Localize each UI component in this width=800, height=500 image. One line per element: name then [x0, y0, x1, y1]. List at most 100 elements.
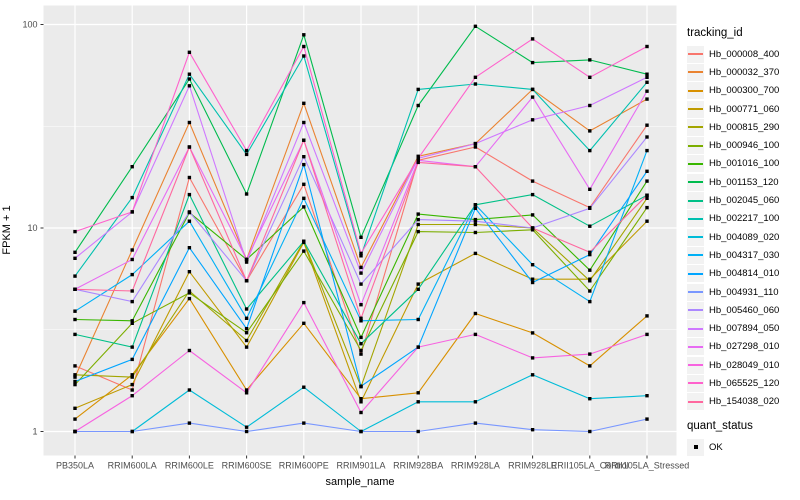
data-point: [645, 169, 649, 173]
data-point: [302, 239, 306, 243]
data-point: [588, 129, 592, 133]
data-point: [645, 179, 649, 183]
data-point: [588, 187, 592, 191]
data-point: [416, 345, 420, 349]
data-point: [588, 103, 592, 108]
x-tick-label: RRIM928BA: [393, 461, 443, 471]
legend-label: Hb_065525_120: [709, 377, 780, 389]
data-point: [473, 75, 478, 79]
data-point: [187, 175, 192, 180]
data-point: [73, 317, 77, 322]
data-point: [244, 391, 249, 395]
data-point: [187, 84, 192, 88]
data-point: [530, 213, 535, 217]
data-point: [416, 222, 420, 227]
legend-line-swatch: [688, 382, 703, 385]
data-point: [73, 429, 77, 434]
data-point: [588, 250, 592, 254]
data-point: [244, 152, 249, 157]
data-point: [416, 287, 420, 291]
data-point: [416, 229, 420, 234]
legend-key: [687, 192, 704, 210]
data-point: [359, 303, 363, 307]
data-point: [244, 425, 249, 429]
legend-line-swatch: [688, 217, 703, 220]
legend-key: [687, 228, 704, 246]
data-point: [359, 235, 363, 239]
legend-label: Hb_000771_060: [709, 103, 780, 115]
legend-line-swatch: [688, 199, 703, 202]
data-point: [130, 210, 134, 214]
data-point: [302, 421, 306, 425]
data-point: [73, 256, 77, 260]
legend-entry: Hb_004089_020: [687, 228, 799, 246]
data-point: [416, 160, 420, 165]
data-point: [244, 388, 249, 392]
data-point: [244, 260, 249, 264]
legend-label: Hb_002217_100: [709, 213, 780, 225]
data-point: [302, 155, 306, 159]
data-point: [645, 196, 649, 200]
data-point: [359, 251, 363, 256]
data-point: [130, 165, 134, 169]
data-point: [302, 138, 306, 142]
x-tick-label: RRII105LA_Stressed: [605, 461, 690, 471]
legend-entry: OK: [687, 438, 799, 456]
legend-line-swatch: [688, 126, 703, 129]
shape-legend-label: OK: [709, 441, 723, 453]
legend-label: Hb_028049_010: [709, 359, 780, 371]
data-point: [130, 429, 134, 434]
legend-label: Hb_004814_010: [709, 268, 780, 280]
data-point: [130, 345, 134, 349]
data-point: [130, 373, 134, 377]
legend-key: [687, 118, 704, 136]
legend-line-swatch: [688, 327, 703, 330]
data-point: [130, 248, 134, 252]
data-point: [530, 87, 535, 92]
data-point: [302, 300, 306, 305]
data-point: [645, 97, 649, 101]
data-point: [187, 296, 192, 301]
data-point: [359, 254, 363, 258]
legend-entry: Hb_028049_010: [687, 356, 799, 374]
legend-line-swatch: [688, 272, 703, 275]
data-point: [244, 307, 249, 311]
data-point: [359, 397, 363, 401]
data-point: [645, 417, 649, 421]
data-point: [359, 316, 363, 320]
data-point: [187, 289, 192, 293]
data-point: [416, 391, 420, 395]
data-point: [73, 250, 77, 254]
legend-line-swatch: [688, 364, 703, 367]
data-point: [187, 291, 192, 295]
legend-key: [687, 320, 704, 338]
data-point: [473, 165, 478, 169]
data-point: [530, 277, 535, 281]
legend-entry: Hb_001016_100: [687, 155, 799, 173]
legend-key: [687, 283, 704, 301]
x-axis-title: sample_name: [325, 476, 395, 488]
data-point: [302, 385, 306, 389]
legend-line-swatch: [688, 291, 703, 293]
x-tick-label: RRIM928LA: [451, 461, 500, 471]
data-point: [130, 257, 134, 262]
x-tick-label: RRIM600LA: [108, 461, 157, 471]
data-point: [73, 332, 77, 337]
data-point: [416, 87, 420, 92]
data-point: [530, 373, 535, 377]
data-point: [645, 75, 649, 79]
data-point: [530, 356, 535, 360]
legend-key: [687, 100, 704, 118]
data-point: [302, 321, 306, 325]
data-point: [473, 251, 478, 256]
legend-entry: Hb_007894_050: [687, 319, 799, 338]
x-tick-label: RRIM600SE: [222, 461, 272, 471]
legend-entry: Hb_000815_290: [687, 118, 799, 136]
data-point: [244, 338, 249, 343]
data-point: [130, 289, 134, 293]
data-point: [645, 193, 649, 197]
data-point: [359, 335, 363, 340]
data-point: [645, 219, 649, 223]
legend-line-swatch: [688, 400, 703, 403]
